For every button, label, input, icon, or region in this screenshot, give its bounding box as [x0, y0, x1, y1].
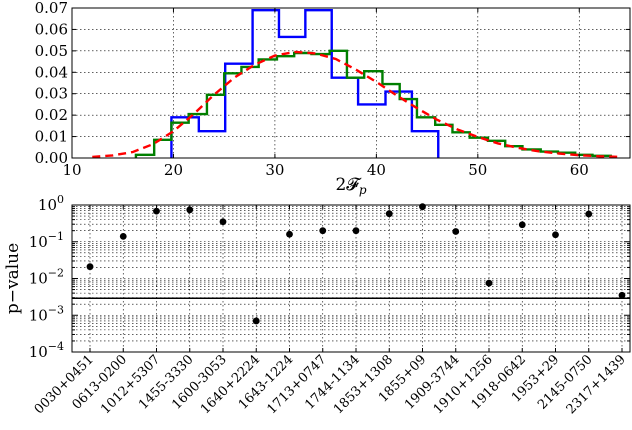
y-tick-label-base: 10: [29, 270, 48, 288]
histogram-x-axis-label: 2𝓕p: [335, 175, 366, 197]
pvalue-point: [452, 228, 460, 235]
x-tick-label: 30: [265, 161, 284, 179]
y-tick-label-base: 10: [29, 343, 48, 361]
y-tick-label-base: 10: [29, 306, 48, 324]
y-tick-label-base: 10: [38, 196, 57, 214]
histogram-series: [92, 8, 620, 159]
pvalue-point: [552, 231, 559, 239]
y-tick-label: 10−2: [29, 267, 64, 288]
histogram-ticks: 10 20 30 40 50 60 0.00 0.01 0.02 0.03 0.04 0.05 0.06…: [35, 0, 630, 179]
expected-distribution-curve: [92, 50, 620, 159]
x-axis-label-main: 2𝓕: [335, 175, 362, 195]
y-tick-label-exponent: −4: [48, 340, 64, 353]
x-tick-label: 50: [468, 161, 487, 179]
pvalue-grid: [72, 205, 630, 353]
histogram-chart: 10 20 30 40 50 60 0.00 0.01 0.02 0.03 0.04 0.05 0.06…: [35, 0, 631, 197]
pvalue-point: [585, 210, 593, 218]
pvalue-frame: [71, 204, 631, 353]
pvalue-point: [518, 221, 526, 229]
pvalue-point: [385, 210, 393, 218]
y-tick-label-exponent: −2: [48, 267, 64, 280]
pvalue-point: [352, 227, 360, 235]
pvalue-y-axis-label: p−value: [3, 243, 23, 314]
y-tick-label: 10−3: [29, 303, 64, 324]
pvalue-series: [72, 203, 630, 325]
y-tick-label: 0.03: [35, 85, 68, 103]
y-tick-label: 10−4: [29, 340, 64, 361]
pvalue-point: [485, 279, 493, 287]
histogram-frame: [71, 7, 631, 159]
pvalue-point: [86, 263, 94, 271]
pvalue-point: [319, 227, 327, 235]
histogram-step-series: [134, 49, 612, 158]
x-axis-label-subscript: p: [359, 183, 367, 197]
y-tick-label-exponent: −1: [48, 230, 64, 243]
y-tick-label-base: 10: [29, 233, 48, 251]
y-tick-label: 0.05: [35, 42, 68, 60]
pvalue-point: [618, 291, 626, 299]
y-tick-label: 100: [38, 193, 64, 214]
y-tick-label-exponent: −3: [48, 303, 64, 316]
y-tick-label: 0.06: [35, 20, 68, 38]
y-tick-label: 0.07: [35, 0, 68, 17]
pvalue-point: [119, 232, 127, 240]
pvalue-chart: 10−410−310−210−11000030+04510613-0200101…: [3, 193, 631, 417]
pvalue-point: [153, 207, 160, 215]
pvalue-point: [286, 230, 293, 238]
x-tick-label: 40: [367, 161, 386, 179]
x-tick-label: 20: [164, 161, 183, 179]
y-tick-label: 10−1: [29, 230, 64, 251]
pvalue-point: [186, 206, 194, 214]
y-tick-label-exponent: 0: [57, 193, 64, 206]
pvalue-point: [252, 317, 260, 325]
x-tick-label: 10: [62, 161, 81, 179]
y-tick-label: 0.02: [35, 106, 68, 124]
y-tick-label: 0.04: [35, 63, 68, 81]
pvalue-ticks: 10−410−310−210−11000030+04510613-0200101…: [29, 193, 630, 417]
y-tick-label: 0.00: [35, 149, 68, 167]
x-tick-label: 60: [570, 161, 589, 179]
histogram-grid: [71, 7, 630, 159]
pvalue-point: [219, 218, 227, 226]
y-tick-label: 0.01: [35, 128, 68, 146]
